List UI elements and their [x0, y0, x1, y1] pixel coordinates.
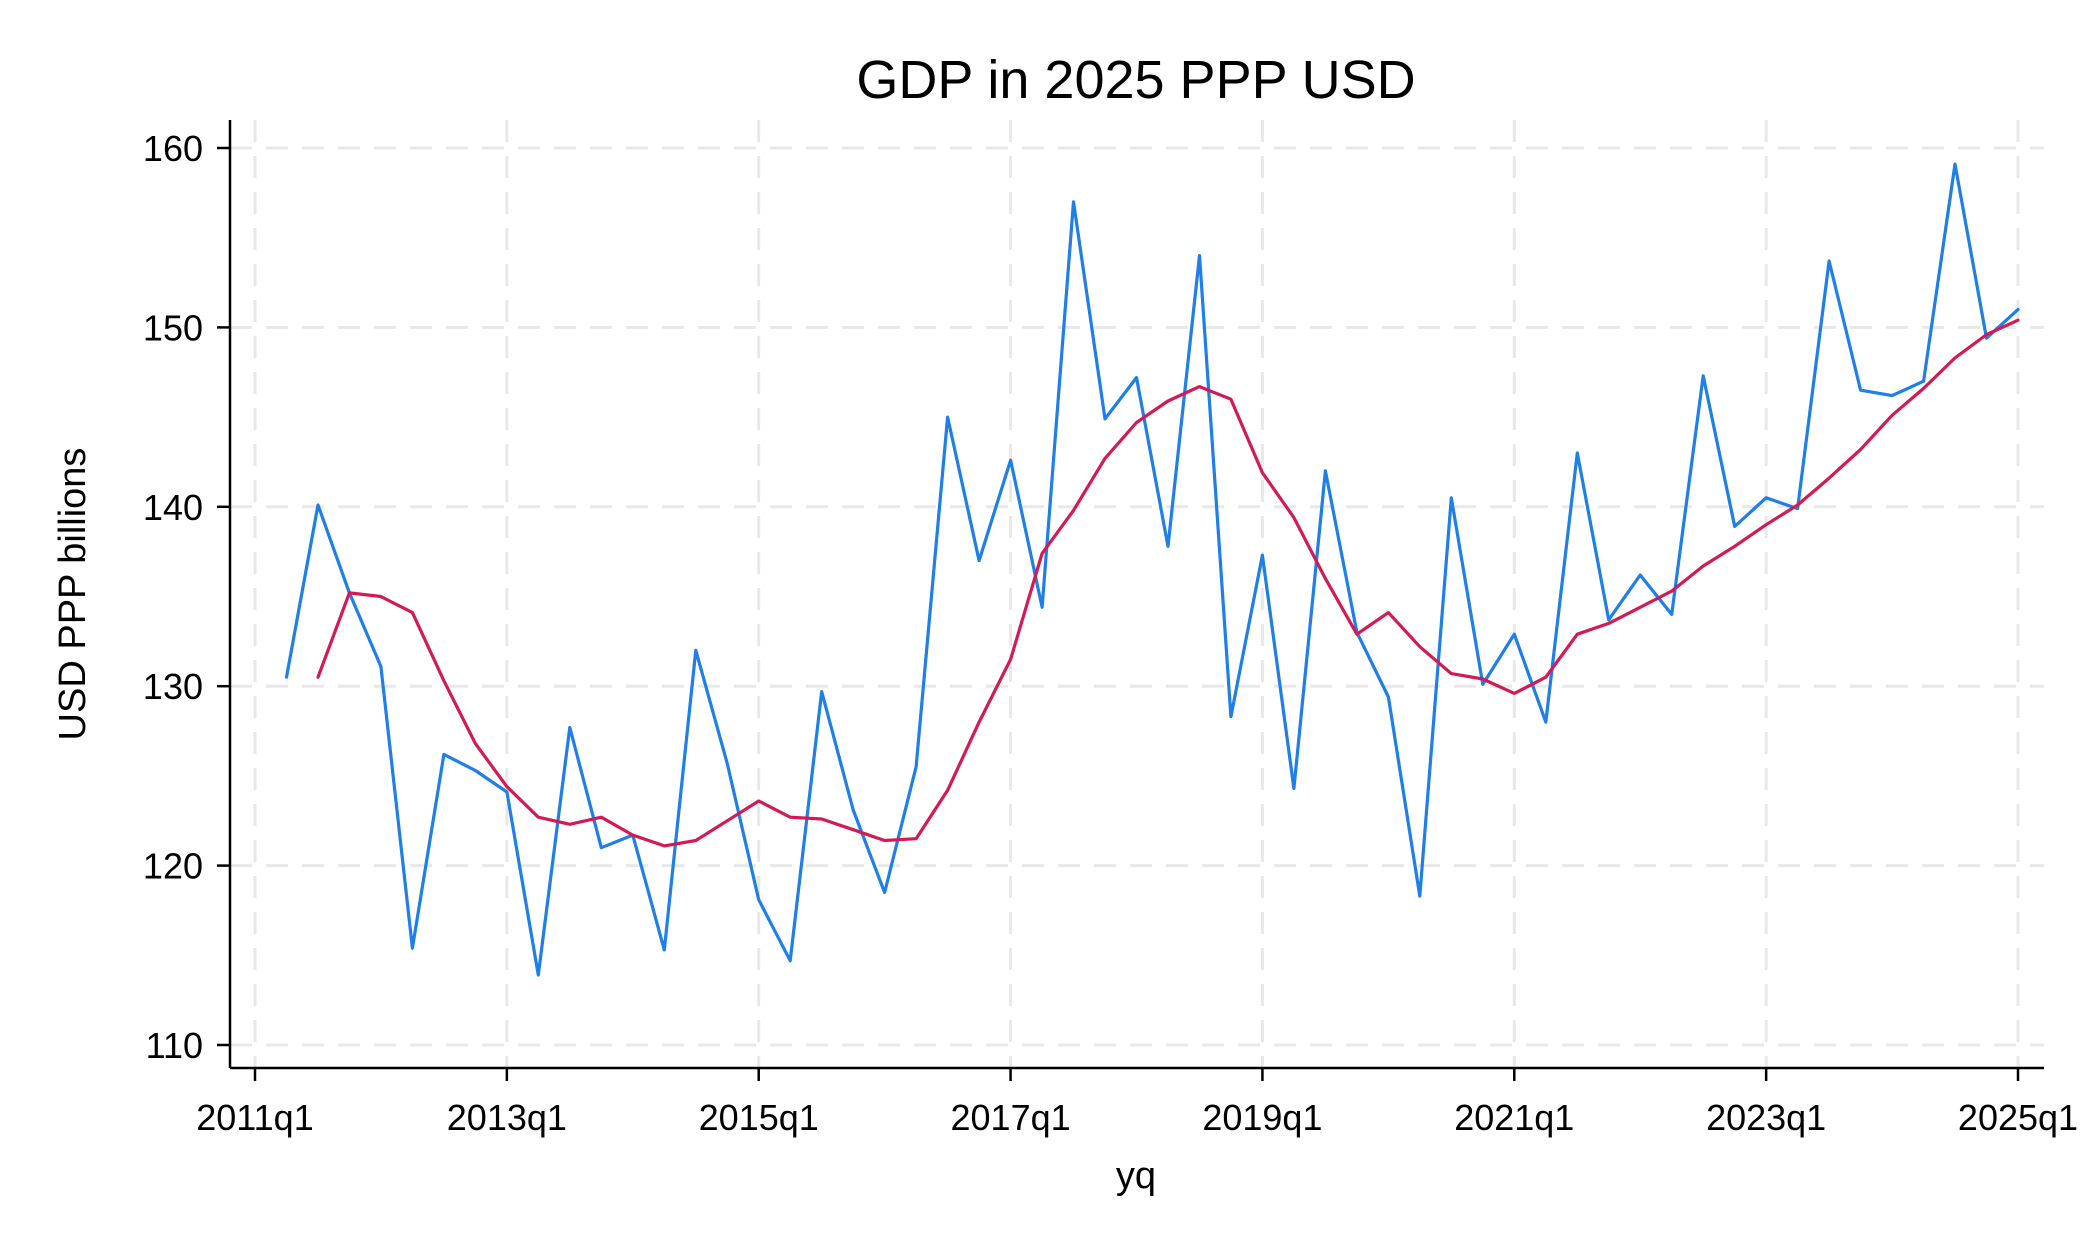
- x-tick-label-6: 2023q1: [1706, 1097, 1826, 1138]
- y-tick-label-1: 120: [143, 846, 203, 887]
- x-tick-label-0: 2011q1: [196, 1097, 313, 1138]
- y-axis-label: USD PPP billions: [52, 448, 94, 741]
- x-tick-label-4: 2019q1: [1202, 1097, 1322, 1138]
- series-lines: [284, 162, 2020, 977]
- y-tick-label-2: 130: [143, 666, 203, 707]
- x-tick-label-2: 2015q1: [699, 1097, 819, 1138]
- x-axis-label: yq: [1116, 1155, 1156, 1197]
- x-ticks: 2011q1 2013q1 2015q1 2017q1 2019q1 2021q1 2023…: [196, 1068, 2078, 1138]
- y-tick-label-3: 140: [143, 487, 203, 528]
- series-line-0: [284, 162, 2020, 977]
- x-tick-label-1: 2013q1: [447, 1097, 567, 1138]
- y-tick-label-5: 160: [143, 128, 203, 169]
- x-tick-label-7: 2025q1: [1958, 1097, 2078, 1138]
- y-tick-label-4: 150: [143, 307, 203, 348]
- axes: [228, 120, 2044, 1070]
- chart-title: GDP in 2025 PPP USD: [856, 50, 1415, 110]
- x-tick-label-5: 2021q1: [1454, 1097, 1574, 1138]
- grid-lines: [230, 120, 2044, 1068]
- y-ticks: 110 120 130 140 150 160: [143, 128, 230, 1066]
- y-tick-label-0: 110: [146, 1025, 203, 1066]
- x-tick-label-3: 2017q1: [951, 1097, 1071, 1138]
- series-line-1: [316, 318, 2020, 848]
